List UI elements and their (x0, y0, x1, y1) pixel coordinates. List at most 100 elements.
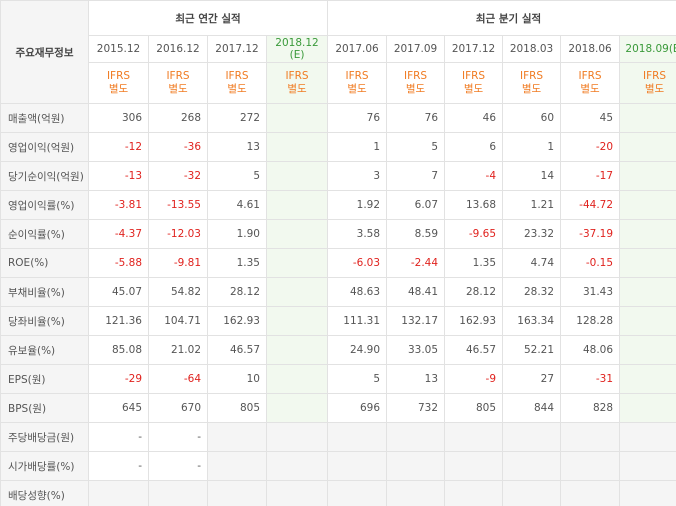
basis-standard: IFRS (519, 70, 544, 82)
row-label: ROE(%) (0, 248, 89, 278)
value-cell (327, 451, 388, 481)
value-cell: -29 (88, 364, 149, 394)
value-cell (386, 422, 446, 452)
value-cell (265, 219, 329, 249)
value-cell: 21.02 (148, 335, 208, 365)
basis-header: IFRS 별도 (502, 62, 562, 104)
row-label: 영업이익(억원) (0, 132, 89, 162)
value-cell: 696 (327, 393, 388, 423)
value-cell: 1 (327, 132, 388, 162)
period-header: 2015.12 (88, 35, 149, 63)
table-row: EPS(원) -29 -64 10 5 13 -9 27 -31 (0, 364, 676, 394)
period-label: 2015.12 (96, 43, 141, 55)
row-label: 순이익률(%) (0, 219, 89, 249)
value-cell (265, 277, 329, 307)
value-cell: -9.65 (444, 219, 504, 249)
row-label: 당기순이익(억원) (0, 161, 89, 191)
basis-type: 별도 (287, 83, 307, 95)
value-cell: -13 (88, 161, 149, 191)
value-cell: 268 (148, 103, 208, 133)
value-cell (444, 451, 504, 481)
period-header: 2017.12 (207, 35, 267, 63)
period-header: 2018.09(E) (619, 35, 676, 63)
table-row: 영업이익률(%) -3.81 -13.55 4.61 1.92 6.07 13.68 1.21… (0, 190, 676, 220)
value-cell (327, 480, 388, 506)
value-cell: 128.28 (560, 306, 621, 336)
value-cell (207, 480, 267, 506)
basis-type: 별도 (108, 83, 129, 95)
basis-type: 별도 (168, 83, 188, 95)
table-row: 주요재무정보 최근 연간 실적 최근 분기 실적 (0, 0, 676, 104)
value-cell (560, 422, 621, 452)
period-header: 2018.06 (560, 35, 621, 63)
row-label: 영업이익률(%) (0, 190, 89, 220)
value-cell: -12 (88, 132, 149, 162)
row-label: 배당성향(%) (0, 480, 89, 506)
stub-header: 주요재무정보 (0, 0, 89, 104)
period-label: 2018.06 (568, 43, 612, 55)
value-cell: 1.35 (207, 248, 267, 278)
value-cell: 76 (386, 103, 446, 133)
value-cell (265, 422, 329, 452)
value-cell: 3.58 (327, 219, 388, 249)
value-cell: 14 (502, 161, 562, 191)
value-cell (619, 190, 676, 220)
basis-header: IFRS 별도 (619, 62, 676, 104)
value-cell: 272 (207, 103, 267, 133)
row-label: 부채비율(%) (0, 277, 89, 307)
value-cell: 52.21 (502, 335, 562, 365)
value-cell: -9.81 (148, 248, 208, 278)
value-cell (265, 248, 329, 278)
value-cell: 28.32 (502, 277, 562, 307)
value-cell: 54.82 (148, 277, 208, 307)
period-header: 2016.12 (148, 35, 208, 63)
value-cell: 45.07 (88, 277, 149, 307)
basis-header: IFRS 별도 (148, 62, 208, 104)
table-row: 영업이익(억원) -12 -36 13 1 5 6 1 -20 (0, 132, 676, 162)
value-cell: -9 (444, 364, 504, 394)
basis-standard: IFRS (166, 70, 190, 82)
value-cell (327, 422, 388, 452)
table-row: 순이익률(%) -4.37 -12.03 1.90 3.58 8.59 -9.65 23.32… (0, 219, 676, 249)
value-cell: 805 (444, 393, 504, 423)
basis-header: IFRS 별도 (88, 62, 149, 104)
value-cell: 4.74 (502, 248, 562, 278)
value-cell (444, 480, 504, 506)
value-cell: 111.31 (327, 306, 388, 336)
value-cell (619, 132, 676, 162)
value-cell: 5 (207, 161, 267, 191)
value-cell (502, 422, 562, 452)
table-row: 주당배당금(원) - - (0, 422, 676, 452)
value-cell: -37.19 (560, 219, 621, 249)
value-cell: -0.15 (560, 248, 621, 278)
value-cell: 121.36 (88, 306, 149, 336)
value-cell: 48.41 (386, 277, 446, 307)
value-cell: 805 (207, 393, 267, 423)
value-cell (386, 451, 446, 481)
value-cell: 104.71 (148, 306, 208, 336)
basis-header: IFRS 별도 (444, 62, 504, 104)
value-cell: 6.07 (386, 190, 446, 220)
period-label: 2018.12 (275, 37, 319, 49)
value-cell: 27 (502, 364, 562, 394)
value-cell (148, 480, 208, 506)
value-cell: 60 (502, 103, 562, 133)
value-cell: 28.12 (444, 277, 504, 307)
basis-standard: IFRS (642, 70, 667, 82)
value-cell: 1 (502, 132, 562, 162)
value-cell (265, 480, 329, 506)
value-cell: -13.55 (148, 190, 208, 220)
value-cell (265, 306, 329, 336)
value-cell: 13 (386, 364, 446, 394)
value-cell: -12.03 (148, 219, 208, 249)
period-label: 2018.09(E) (625, 43, 676, 55)
basis-type: 별도 (227, 83, 247, 95)
basis-header: IFRS 별도 (207, 62, 267, 104)
value-cell (265, 393, 329, 423)
value-cell (619, 335, 676, 365)
table-row: 유보율(%) 85.08 21.02 46.57 24.90 33.05 46.57 52.2… (0, 335, 676, 365)
value-cell: 24.90 (327, 335, 388, 365)
basis-type: 별도 (463, 83, 484, 95)
value-cell: 844 (502, 393, 562, 423)
